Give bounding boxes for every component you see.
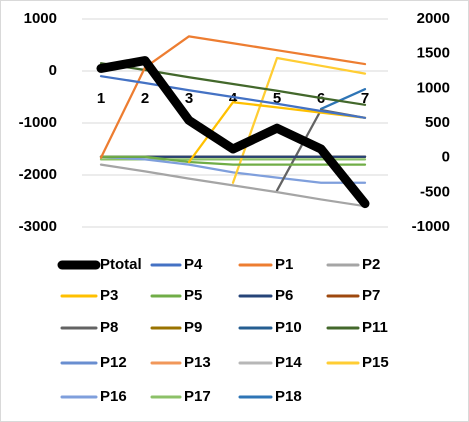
x-tick-label: 1 [97, 90, 105, 107]
y-tick-label: -1000 [19, 114, 57, 131]
legend-label: P18 [275, 388, 302, 405]
series-line [99, 163, 367, 208]
legend-label: P9 [184, 319, 202, 336]
y2-tick-label: -500 [420, 183, 450, 200]
y2-tick-label: 1500 [417, 45, 450, 62]
legend-label: P6 [275, 287, 293, 304]
legend-label: P2 [362, 256, 380, 273]
legend-label: P10 [275, 319, 302, 336]
series-line [319, 88, 367, 111]
legend-label: P13 [184, 354, 211, 371]
x-tick-label: 4 [229, 90, 238, 107]
y-tick-label: -3000 [19, 218, 57, 235]
x-tick-label: 5 [273, 90, 281, 107]
legend-label: P7 [362, 287, 380, 304]
legend-label: P17 [184, 388, 211, 405]
y-tick-label: 0 [49, 62, 57, 79]
legend-label: P16 [100, 388, 127, 405]
series-line [99, 75, 367, 119]
y2-tick-label: -1000 [412, 218, 450, 235]
legend-label: P8 [100, 319, 118, 336]
legend-label: P4 [184, 256, 203, 273]
legend-label: P15 [362, 354, 389, 371]
series-line [99, 155, 367, 166]
legend-label: P1 [275, 256, 293, 273]
legend-label: Ptotal [100, 256, 142, 273]
legend-label: P3 [100, 287, 118, 304]
series-line [231, 56, 367, 184]
x-tick-label: 2 [141, 90, 149, 107]
y2-tick-label: 500 [425, 114, 450, 131]
legend-label: P11 [362, 319, 388, 336]
x-tick-label: 7 [361, 90, 369, 107]
legend-label: P5 [184, 287, 202, 304]
y-tick-label: 1000 [24, 10, 57, 27]
legend-label: P14 [275, 354, 302, 371]
series-line [99, 155, 367, 184]
y-tick-label: -2000 [19, 166, 57, 183]
legend-label: P12 [100, 354, 127, 371]
y2-tick-label: 2000 [417, 10, 450, 27]
x-tick-label: 3 [185, 90, 193, 107]
y2-tick-label: 1000 [417, 79, 450, 96]
y2-tick-label: 0 [442, 149, 450, 166]
series-line [96, 56, 370, 209]
